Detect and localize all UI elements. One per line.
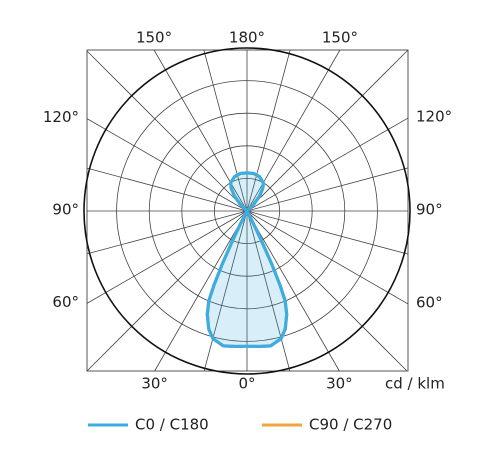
angle-tick-label: 60° [52, 293, 79, 311]
angle-tick-label: 0° [238, 375, 255, 393]
angle-tick-label: 180° [229, 29, 265, 47]
radial-grid-line [86, 167, 248, 212]
ring-grid-line [181, 145, 313, 277]
radial-grid-line [86, 210, 248, 255]
intensity-curve [245, 171, 289, 349]
intensity-curve [205, 171, 249, 349]
ring-grid-line [83, 47, 411, 375]
plot-frame [86, 49, 409, 372]
radial-grid-line [246, 210, 409, 305]
radial-grid-line [246, 167, 409, 212]
legend-label: C0 / C180 [135, 416, 209, 434]
angle-tick-label: 30° [326, 375, 353, 393]
radial-grid-line [246, 210, 340, 372]
angle-tick-label: 150° [136, 29, 172, 47]
radial-grid-line [246, 210, 291, 372]
radial-grid-line [246, 49, 409, 212]
radial-grid-line [203, 210, 248, 372]
angle-tick-label: 90° [416, 201, 443, 219]
unit-label: cd / klm [385, 375, 445, 393]
angle-tick-label: 120° [416, 108, 452, 126]
radial-grid-line [246, 49, 291, 212]
radial-grid-line [86, 50, 248, 212]
radial-grid-line [246, 210, 409, 255]
radial-grid-line [86, 118, 248, 212]
radial-grid-line [86, 210, 248, 372]
angle-tick-label: 90° [52, 201, 79, 219]
intensity-fill [207, 172, 247, 347]
intensity-fill [247, 172, 287, 347]
angle-tick-label: 30° [141, 375, 168, 393]
radial-grid-line [154, 210, 248, 372]
ring-grid-line [116, 80, 378, 342]
radial-grid-line [246, 117, 409, 212]
grid [83, 47, 411, 375]
labels: cd / klm 0° 30° 30° 60° 60° 90° 90° 120° 120° 150… [43, 29, 452, 393]
radial-grid-line [203, 49, 248, 212]
ring-grid-line [148, 112, 346, 310]
radial-grid-line [246, 210, 408, 372]
angle-tick-label: 120° [43, 108, 79, 126]
curves [205, 171, 289, 349]
legend-label: C90 / C270 [309, 416, 392, 434]
radial-grid-line [86, 210, 248, 304]
angle-tick-label: 150° [322, 29, 358, 47]
ring-grid-line [213, 177, 280, 244]
angle-tick-label: 60° [416, 293, 443, 311]
legend: C0 / C180 C90 / C270 [88, 416, 392, 434]
